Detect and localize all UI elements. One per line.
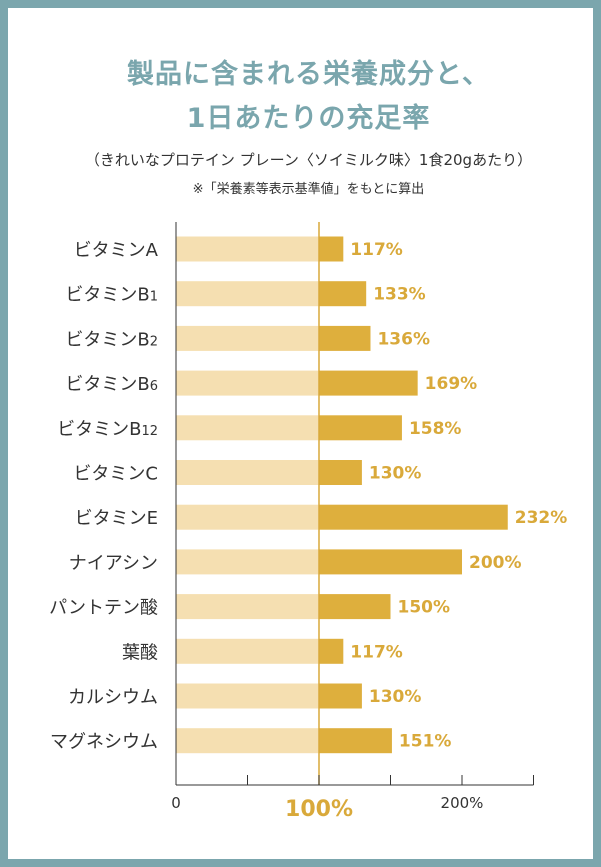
value-label: 169% — [425, 374, 478, 394]
x-tick-label: 200% — [441, 794, 484, 812]
category-label: パントテン酸 — [49, 598, 158, 619]
bar-excess — [319, 325, 371, 351]
bar-base — [176, 370, 319, 396]
bar-excess — [319, 594, 391, 620]
bar-base — [176, 281, 319, 307]
chart-title-line1: 製品に含まれる栄養成分と、 — [127, 59, 490, 90]
value-label: 117% — [350, 240, 403, 260]
category-label: ビタミンC — [73, 464, 158, 485]
bar-base — [176, 236, 319, 262]
bar-base — [176, 325, 319, 351]
bar-base — [176, 460, 319, 485]
bar-base — [176, 683, 319, 709]
value-label: 130% — [369, 464, 422, 484]
bar-excess — [319, 683, 362, 709]
bar-excess — [319, 370, 418, 396]
category-label: マグネシウム — [50, 732, 158, 753]
value-label: 200% — [469, 553, 522, 573]
bar-base — [176, 728, 319, 754]
bar-base — [176, 504, 319, 530]
value-label: 151% — [399, 732, 452, 752]
value-label: 158% — [409, 419, 462, 439]
category-label: ビタミンA — [74, 240, 159, 261]
category-label: ビタミンB12 — [57, 419, 158, 440]
bar-excess — [319, 728, 392, 754]
category-label: ビタミンE — [75, 508, 158, 529]
bar-base — [176, 415, 319, 441]
bar-excess — [319, 415, 402, 441]
value-label: 232% — [515, 508, 568, 528]
bar-excess — [319, 460, 362, 485]
chart-note: ※「栄養素等表示基準値」をもとに算出 — [192, 182, 425, 197]
value-label: 130% — [369, 687, 422, 707]
bar-excess — [319, 638, 344, 664]
value-label: 136% — [377, 329, 430, 349]
bar-base — [176, 594, 319, 620]
bar-excess — [319, 281, 367, 307]
bar-base — [176, 638, 319, 664]
category-label: ビタミンB6 — [65, 374, 158, 395]
category-label: カルシウム — [68, 687, 158, 708]
x-tick-label: 0 — [171, 794, 181, 812]
bar-excess — [319, 236, 344, 262]
value-label: 150% — [398, 598, 451, 618]
category-label: ナイアシン — [69, 553, 158, 574]
bar-excess — [319, 504, 508, 530]
category-label: 葉酸 — [122, 642, 158, 663]
bar-base — [176, 549, 319, 575]
x-tick-label-100: 100% — [285, 797, 353, 822]
category-label: ビタミンB1 — [65, 285, 158, 306]
value-label: 133% — [373, 285, 426, 305]
value-label: 117% — [350, 642, 403, 662]
bar-excess — [319, 549, 462, 575]
chart-title-line2: 1日あたりの充足率 — [186, 103, 431, 134]
category-label: ビタミンB2 — [65, 329, 158, 350]
chart-subtitle: （きれいなプロテイン プレーン〈ソイミルク味〉1食20gあたり） — [84, 151, 533, 169]
